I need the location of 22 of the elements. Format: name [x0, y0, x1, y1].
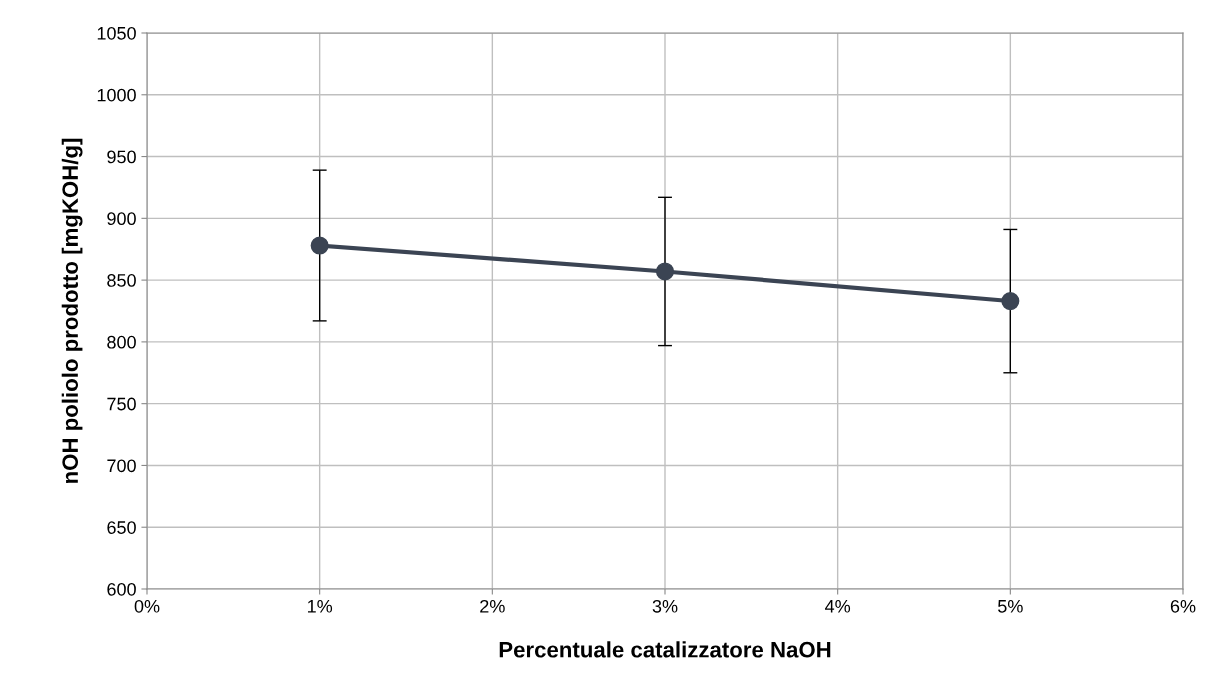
y-axis-title: nOH poliolo prodotto [mgKOH/g]: [61, 138, 83, 483]
x-axis-title: Percentuale catalizzatore NaOH: [499, 641, 831, 658]
x-tick-label: 3%: [652, 599, 678, 613]
y-tick-label: 1050: [97, 26, 136, 40]
x-tick-label: 0%: [134, 599, 160, 613]
x-tick-label: 1%: [308, 599, 333, 613]
point: [655, 262, 675, 281]
y-tick-label: 900: [107, 212, 136, 226]
y-tick-label: 700: [107, 459, 136, 473]
y-tick-label: 800: [107, 335, 136, 349]
y-tick-label: 750: [107, 397, 136, 411]
x-tick-label: 2%: [480, 599, 505, 613]
point: [310, 236, 329, 255]
point: [1001, 292, 1020, 311]
y-tick-label: 1000: [97, 88, 136, 102]
x-tick-label: 4%: [825, 599, 851, 613]
y-tick-label: 950: [107, 150, 136, 164]
x-tick-label: 6%: [1170, 599, 1196, 613]
x-tick-label: 5%: [998, 599, 1023, 613]
y-tick-label: 850: [107, 274, 136, 287]
y-tick-label: 650: [107, 521, 136, 534]
y-tick-label: 600: [107, 582, 136, 596]
